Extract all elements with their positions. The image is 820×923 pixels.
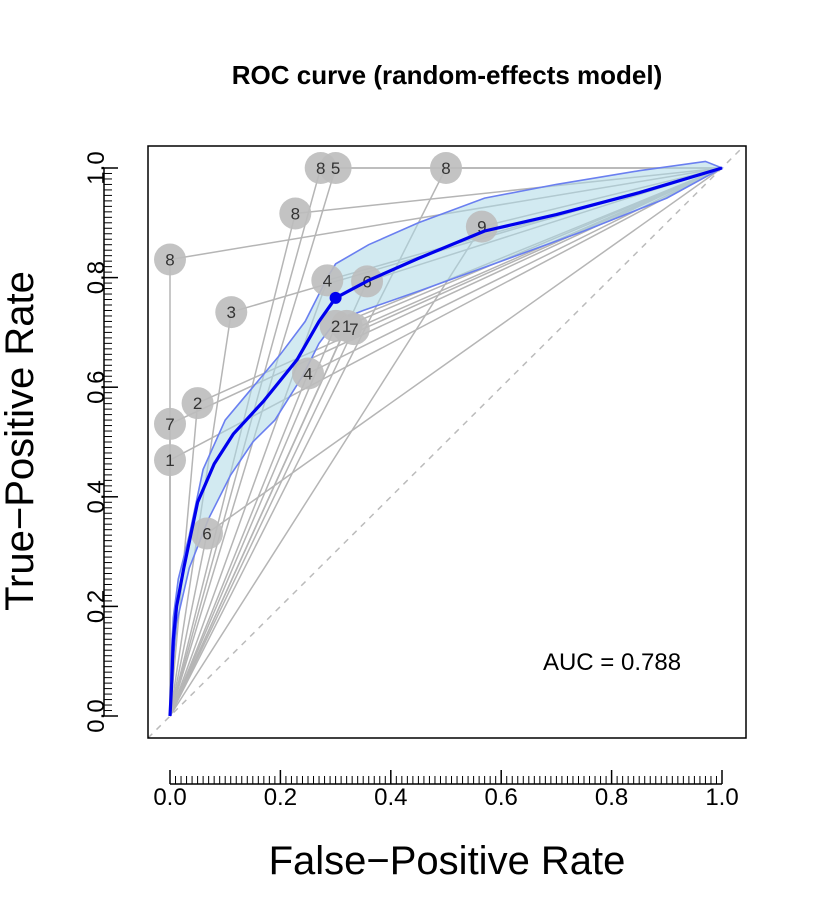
x-tick-label-0: 0.0 bbox=[153, 784, 186, 811]
y-axis-label: True−Positive Rate bbox=[0, 271, 42, 611]
study-line-origin-5 bbox=[169, 226, 483, 717]
study-label-5: 9 bbox=[477, 218, 486, 237]
x-tick-label-2: 0.4 bbox=[374, 784, 407, 811]
study-point-4 bbox=[279, 197, 312, 230]
study-label-15: 7 bbox=[165, 415, 174, 434]
study-label-4: 8 bbox=[291, 204, 300, 223]
chart-title: ROC curve (random-effects model) bbox=[232, 60, 663, 90]
study-line-origin-13 bbox=[169, 373, 309, 717]
x-tick-label-5: 1.0 bbox=[705, 784, 738, 811]
y-tick-label-4: 0.8 bbox=[83, 261, 110, 294]
study-label-14: 2 bbox=[193, 394, 202, 413]
study-point-2 bbox=[319, 152, 352, 184]
x-axis-label: False−Positive Rate bbox=[269, 839, 626, 883]
axes: 0.0 0.2 0.4 0.6 0.8 1.0 0.0 0.2 0.4 0.6 0.8 1.0 bbox=[83, 151, 739, 811]
y-tick-label-0: 0.0 bbox=[83, 699, 110, 732]
study-point-16 bbox=[154, 444, 186, 477]
auc-annotation: AUC = 0.788 bbox=[543, 649, 681, 676]
study-label-9: 3 bbox=[227, 303, 236, 322]
y-tick-label-3: 0.6 bbox=[83, 371, 110, 404]
study-line-origin-17 bbox=[169, 533, 208, 717]
study-point-6 bbox=[154, 243, 186, 276]
confidence-band bbox=[169, 160, 724, 717]
y-tick-label-5: 1.0 bbox=[83, 151, 110, 184]
study-label-1: 8 bbox=[316, 159, 325, 178]
study-label-16: 1 bbox=[165, 451, 174, 470]
study-label-12: 7 bbox=[349, 320, 358, 339]
sroc-curve bbox=[168, 166, 723, 717]
study-label-3: 8 bbox=[441, 159, 450, 178]
study-point-7 bbox=[311, 264, 344, 297]
study-line-origin-11 bbox=[169, 325, 348, 717]
study-point-9 bbox=[215, 296, 248, 329]
summary-point bbox=[329, 291, 342, 304]
study-label-7: 4 bbox=[323, 271, 332, 290]
study-line-origin-10 bbox=[169, 325, 337, 717]
y-tick-label-2: 0.4 bbox=[83, 480, 110, 513]
study-label-17: 6 bbox=[202, 525, 211, 544]
study-line-origin-12 bbox=[169, 328, 355, 717]
study-label-13: 4 bbox=[303, 365, 312, 384]
study-point-15 bbox=[154, 407, 186, 440]
study-label-2: 5 bbox=[331, 159, 340, 178]
study-label-6: 8 bbox=[165, 251, 174, 270]
chance-diagonal bbox=[147, 145, 745, 739]
study-point-17 bbox=[190, 517, 223, 550]
study-line-end-17 bbox=[206, 167, 723, 535]
x-tick-label-3: 0.6 bbox=[485, 784, 518, 811]
y-tick-label-1: 0.2 bbox=[83, 590, 110, 623]
study-point-12 bbox=[337, 313, 370, 346]
study-point-3 bbox=[430, 152, 462, 184]
study-label-10: 2 bbox=[331, 317, 340, 336]
study-label-11: 1 bbox=[342, 317, 351, 336]
study-point-13 bbox=[292, 357, 324, 390]
x-tick-label-4: 0.8 bbox=[595, 784, 628, 811]
x-tick-label-1: 0.2 bbox=[264, 784, 297, 811]
plot-frame bbox=[147, 145, 747, 739]
study-point-14 bbox=[181, 387, 214, 420]
